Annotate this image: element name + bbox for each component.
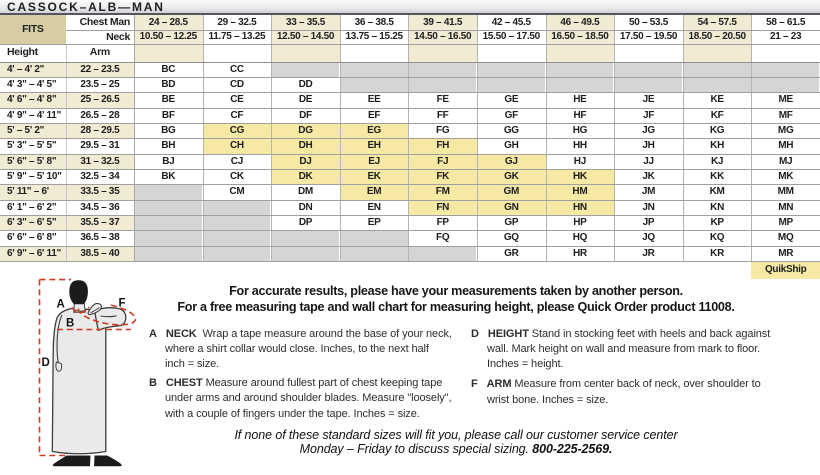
svg-text:F: F [119,298,126,310]
svg-text:D: D [42,357,50,369]
svg-text:A: A [57,299,65,311]
svg-text:B: B [66,318,74,330]
